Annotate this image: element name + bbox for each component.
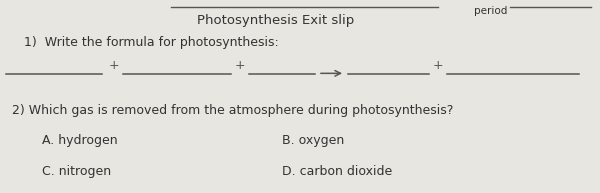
- Text: +: +: [109, 59, 119, 72]
- Text: C. nitrogen: C. nitrogen: [42, 165, 111, 178]
- Text: B. oxygen: B. oxygen: [282, 134, 344, 147]
- Text: 2) Which gas is removed from the atmosphere during photosynthesis?: 2) Which gas is removed from the atmosph…: [12, 103, 454, 117]
- Text: +: +: [235, 59, 245, 72]
- Text: D. carbon dioxide: D. carbon dioxide: [282, 165, 392, 178]
- Text: +: +: [433, 59, 443, 72]
- Text: period: period: [474, 6, 508, 16]
- Text: A. hydrogen: A. hydrogen: [42, 134, 118, 147]
- Text: 1)  Write the formula for photosynthesis:: 1) Write the formula for photosynthesis:: [24, 36, 279, 49]
- Text: Photosynthesis Exit slip: Photosynthesis Exit slip: [197, 14, 355, 27]
